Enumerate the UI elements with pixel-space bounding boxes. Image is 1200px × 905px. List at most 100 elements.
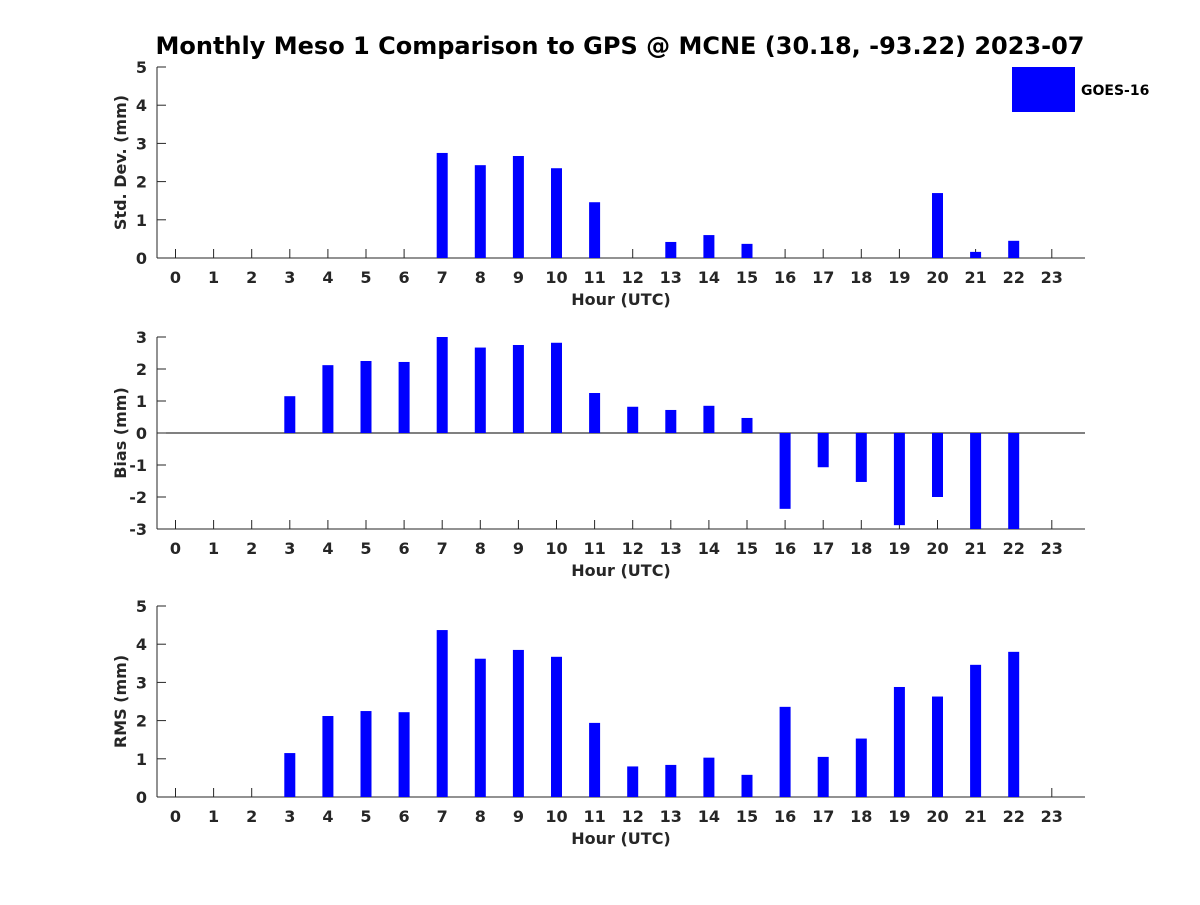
bar-hour-8	[474, 347, 486, 433]
x-tick-label: 6	[399, 539, 410, 558]
x-tick-label: 19	[888, 539, 910, 558]
x-tick-label: 16	[774, 807, 796, 826]
bar-hour-16	[779, 433, 791, 509]
x-tick-label: 16	[774, 268, 796, 287]
x-tick-label: 18	[850, 807, 872, 826]
x-tick-label: 8	[475, 539, 486, 558]
x-tick-label: 5	[360, 268, 371, 287]
bar-hour-7	[436, 152, 448, 258]
bar-hour-21	[970, 433, 982, 529]
y-tick-label: 0	[136, 424, 147, 443]
x-tick-label: 3	[284, 539, 295, 558]
x-tick-label: 14	[698, 268, 720, 287]
x-tick-label: 2	[246, 807, 257, 826]
bar-hour-20	[932, 696, 943, 797]
x-tick-label: 5	[360, 539, 371, 558]
y-axis-label: Bias (mm)	[111, 387, 130, 479]
bar-hour-11	[589, 722, 601, 797]
x-tick-label: 23	[1041, 807, 1063, 826]
bar-hour-14	[703, 757, 715, 797]
bar-hour-17	[817, 433, 829, 468]
x-tick-label: 10	[545, 807, 567, 826]
bar-hour-21	[970, 664, 982, 797]
x-tick-label: 15	[736, 807, 758, 826]
y-tick-label: 0	[136, 249, 147, 268]
x-tick-label: 4	[322, 268, 333, 287]
bar-hour-4	[322, 365, 334, 433]
bar-hour-3	[284, 396, 296, 433]
bar-hour-6	[398, 361, 410, 433]
y-tick-label: 1	[136, 392, 147, 411]
bar-hour-12	[627, 406, 639, 433]
y-tick-label: 5	[136, 58, 147, 77]
x-tick-label: 3	[284, 807, 295, 826]
bar-hour-9	[512, 649, 524, 797]
bar-hour-14	[703, 235, 715, 258]
y-tick-label: 3	[136, 673, 147, 692]
bar-hour-18	[855, 738, 867, 797]
bar-hour-20	[932, 433, 943, 497]
x-tick-label: 6	[399, 807, 410, 826]
x-tick-label: 0	[170, 539, 181, 558]
x-tick-label: 18	[850, 268, 872, 287]
bar-hour-8	[474, 165, 486, 258]
x-tick-label: 10	[545, 268, 567, 287]
chart-title: Monthly Meso 1 Comparison to GPS @ MCNE …	[156, 32, 1085, 60]
y-tick-label: 3	[136, 328, 147, 347]
bar-hour-11	[589, 202, 601, 258]
x-tick-label: 13	[660, 807, 682, 826]
x-tick-label: 16	[774, 539, 796, 558]
bar-hour-21	[970, 251, 982, 258]
bar-hour-13	[665, 409, 677, 433]
y-tick-label: 1	[136, 211, 147, 230]
bar-hour-12	[627, 766, 639, 797]
x-tick-label: 15	[736, 268, 758, 287]
x-tick-label: 17	[812, 268, 834, 287]
x-tick-label: 22	[1003, 807, 1025, 826]
bar-hour-13	[665, 764, 677, 797]
x-tick-label: 11	[583, 539, 605, 558]
x-tick-label: 12	[622, 268, 644, 287]
x-tick-label: 12	[622, 539, 644, 558]
y-axis-label: RMS (mm)	[111, 655, 130, 748]
y-tick-label: 2	[136, 712, 147, 731]
bar-hour-14	[703, 405, 715, 433]
y-tick-label: -2	[129, 488, 147, 507]
x-tick-label: 1	[208, 539, 219, 558]
x-tick-label: 20	[926, 268, 948, 287]
bar-hour-5	[360, 711, 372, 797]
x-tick-label: 7	[437, 268, 448, 287]
y-tick-label: 4	[136, 635, 147, 654]
x-tick-label: 21	[964, 268, 986, 287]
bar-hour-22	[1008, 433, 1020, 529]
bar-hour-15	[741, 774, 753, 797]
x-tick-label: 4	[322, 539, 333, 558]
x-tick-label: 19	[888, 807, 910, 826]
y-tick-label: 1	[136, 750, 147, 769]
x-tick-label: 13	[660, 268, 682, 287]
x-axis-label: Hour (UTC)	[571, 290, 671, 309]
bar-hour-17	[817, 756, 829, 797]
x-tick-label: 14	[698, 539, 720, 558]
bar-hour-15	[741, 243, 753, 258]
x-tick-label: 4	[322, 807, 333, 826]
bar-hour-4	[322, 716, 334, 797]
bar-hour-13	[665, 241, 677, 258]
x-tick-label: 21	[964, 807, 986, 826]
x-tick-label: 12	[622, 807, 644, 826]
y-axis-label: Std. Dev. (mm)	[111, 95, 130, 230]
bar-hour-16	[779, 706, 791, 797]
x-tick-label: 19	[888, 268, 910, 287]
legend-swatch	[1012, 67, 1075, 112]
bar-hour-10	[551, 168, 562, 258]
x-axis-label: Hour (UTC)	[571, 829, 671, 848]
y-tick-label: 2	[136, 360, 147, 379]
x-tick-label: 17	[812, 539, 834, 558]
x-tick-label: 11	[583, 268, 605, 287]
y-tick-label: -3	[129, 520, 147, 539]
legend: GOES-16	[1012, 67, 1149, 112]
